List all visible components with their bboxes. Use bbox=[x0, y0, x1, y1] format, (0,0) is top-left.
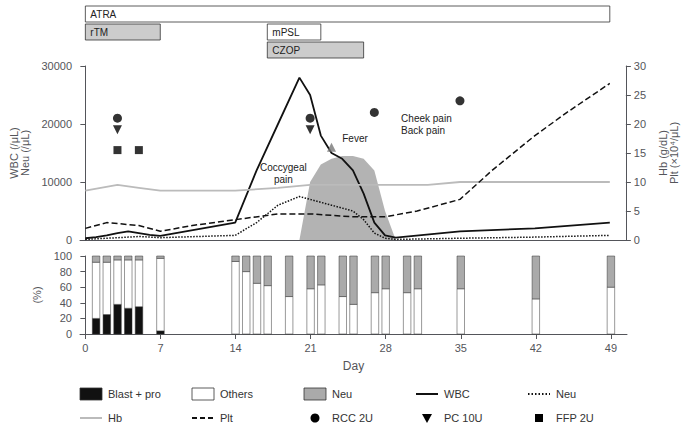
svg-text:Neu: Neu bbox=[332, 388, 352, 400]
svg-text:Cheek pain: Cheek pain bbox=[401, 113, 452, 124]
svg-text:PC 10U: PC 10U bbox=[444, 412, 483, 424]
svg-text:15: 15 bbox=[634, 147, 646, 159]
svg-text:Coccygeal: Coccygeal bbox=[260, 162, 307, 173]
svg-text:WBC (/μL): WBC (/μL) bbox=[8, 127, 20, 179]
svg-text:20000: 20000 bbox=[41, 118, 72, 130]
svg-text:42: 42 bbox=[530, 342, 542, 354]
svg-text:25: 25 bbox=[634, 89, 646, 101]
svg-text:rTM: rTM bbox=[90, 27, 108, 38]
svg-text:30000: 30000 bbox=[41, 60, 72, 72]
svg-text:WBC: WBC bbox=[444, 388, 470, 400]
svg-text:28: 28 bbox=[380, 342, 392, 354]
svg-text:7: 7 bbox=[157, 342, 163, 354]
svg-text:80: 80 bbox=[60, 266, 72, 278]
svg-text:21: 21 bbox=[304, 342, 316, 354]
svg-text:100: 100 bbox=[54, 250, 72, 262]
svg-text:10: 10 bbox=[634, 176, 646, 188]
svg-text:RCC 2U: RCC 2U bbox=[332, 412, 373, 424]
svg-text:Back pain: Back pain bbox=[401, 125, 445, 136]
svg-text:49: 49 bbox=[605, 342, 617, 354]
svg-text:pain: pain bbox=[274, 174, 293, 185]
svg-text:Others: Others bbox=[220, 388, 254, 400]
svg-text:Day: Day bbox=[343, 359, 364, 373]
svg-text:0: 0 bbox=[66, 328, 72, 340]
svg-text:FFP 2U: FFP 2U bbox=[556, 412, 594, 424]
svg-text:20: 20 bbox=[634, 118, 646, 130]
svg-text:0: 0 bbox=[634, 234, 640, 246]
svg-text:CZOP: CZOP bbox=[272, 45, 300, 56]
svg-text:0: 0 bbox=[82, 342, 88, 354]
svg-text:Neu (/μL): Neu (/μL) bbox=[19, 130, 31, 176]
svg-text:0: 0 bbox=[66, 234, 72, 246]
svg-text:30: 30 bbox=[634, 60, 646, 72]
svg-text:(%): (%) bbox=[31, 286, 43, 303]
svg-text:Plt: Plt bbox=[220, 412, 233, 424]
svg-text:20: 20 bbox=[60, 312, 72, 324]
svg-text:35: 35 bbox=[455, 342, 467, 354]
svg-text:Neu: Neu bbox=[556, 388, 576, 400]
svg-text:14: 14 bbox=[229, 342, 241, 354]
svg-text:Hb (g/dL): Hb (g/dL) bbox=[656, 130, 669, 176]
svg-text:ATRA: ATRA bbox=[90, 9, 116, 20]
svg-text:5: 5 bbox=[634, 205, 640, 217]
svg-text:10000: 10000 bbox=[41, 176, 72, 188]
svg-text:40: 40 bbox=[60, 297, 72, 309]
svg-text:Plt (×10⁴/μL): Plt (×10⁴/μL) bbox=[668, 122, 680, 184]
svg-text:60: 60 bbox=[60, 281, 72, 293]
svg-text:Hb: Hb bbox=[108, 412, 122, 424]
svg-text:mPSL: mPSL bbox=[272, 27, 300, 38]
svg-text:Fever: Fever bbox=[342, 133, 368, 144]
svg-text:Blast + pro: Blast + pro bbox=[108, 388, 161, 400]
